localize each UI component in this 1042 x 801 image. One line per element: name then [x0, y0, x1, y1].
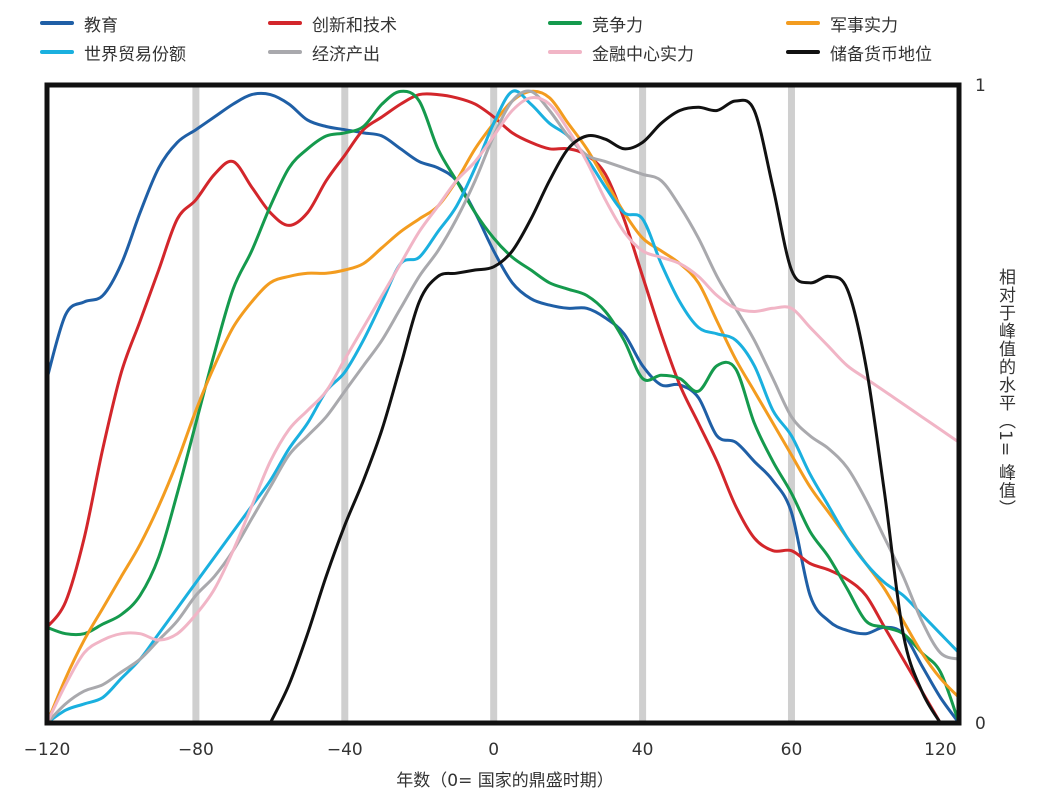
legend-label: 金融中心实力: [592, 44, 694, 65]
y-tick-label: 1: [975, 76, 986, 96]
legend-swatch: [268, 21, 302, 25]
x-tick-label: 0: [488, 740, 499, 760]
series-line-1: [45, 91, 961, 725]
series-line-2: [45, 92, 942, 725]
series-line-6: [45, 89, 961, 725]
legend-item: 金融中心实力: [548, 41, 694, 65]
series-line-3: [45, 89, 961, 725]
x-tick-label: 60: [781, 740, 803, 760]
legend-swatch: [40, 21, 74, 25]
y-tick-labels: 10: [975, 76, 986, 734]
legend-item: 教育: [40, 12, 118, 36]
legend-swatch: [40, 50, 74, 54]
legend-label: 军事实力: [830, 15, 898, 36]
x-axis-label: 年数（0= 国家的鼎盛时期）: [396, 771, 614, 791]
legend-item: 经济产出: [268, 41, 380, 65]
legend-label: 经济产出: [312, 44, 380, 65]
x-tick-label: 40: [632, 740, 654, 760]
series-line-5: [45, 89, 961, 725]
legend-swatch: [786, 21, 820, 25]
legend-label: 创新和技术: [312, 15, 397, 36]
x-tick-label: −40: [327, 740, 363, 760]
legend-item: 军事实力: [786, 12, 898, 36]
y-axis-label: 相对于峰值的水平（1= 峰值）: [995, 268, 1015, 518]
legend-swatch: [548, 21, 582, 25]
legend-item: 储备货币地位: [786, 41, 932, 65]
legend-label: 储备货币地位: [830, 44, 932, 65]
legend-label: 教育: [84, 15, 118, 36]
x-tick-label: 120: [924, 740, 956, 760]
legend-item: 创新和技术: [268, 12, 397, 36]
legend-swatch: [548, 50, 582, 54]
series-line-4: [45, 89, 961, 725]
y-tick-label: 0: [975, 714, 986, 734]
x-tick-label: −80: [178, 740, 214, 760]
legend-swatch: [786, 50, 820, 54]
legend-label: 竞争力: [592, 15, 643, 36]
plot-frame: [44, 82, 962, 726]
legend-swatch: [268, 50, 302, 54]
series-line-8: [268, 98, 942, 725]
legend-label: 世界贸易份额: [84, 44, 186, 65]
legend-item: 竞争力: [548, 12, 643, 36]
series-line-7: [45, 96, 961, 725]
x-tick-label: −120: [24, 740, 71, 760]
series-lines: [45, 89, 961, 725]
legend-item: 世界贸易份额: [40, 41, 186, 65]
x-tick-labels: −120 −80 −40 0 40 60 120: [24, 740, 957, 760]
